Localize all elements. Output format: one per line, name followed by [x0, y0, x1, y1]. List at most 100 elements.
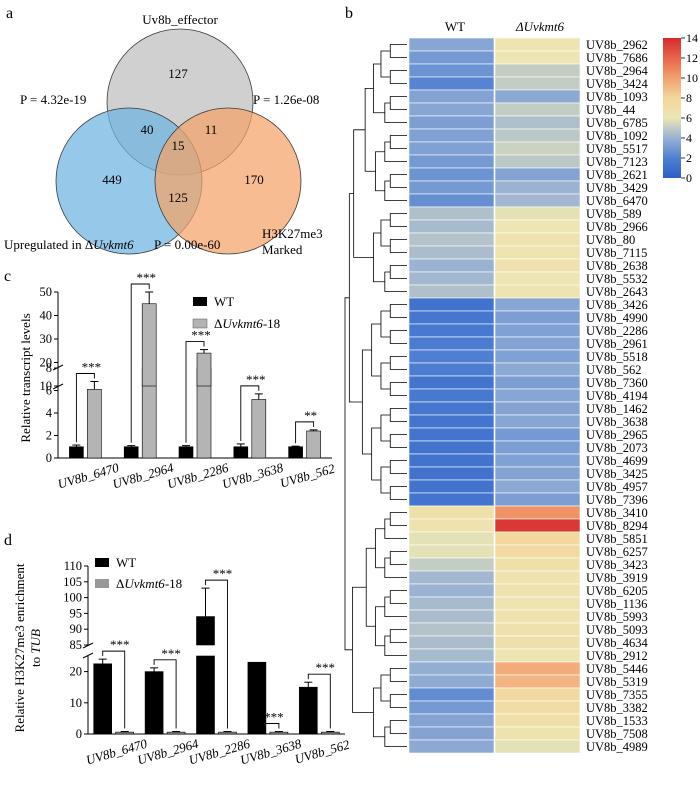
- legend-d-label-mutant: ΔUvkmt6-18: [116, 576, 182, 591]
- heatmap-cell-wt: [408, 622, 495, 637]
- heatmap-cell-mutant: [494, 505, 581, 520]
- chart-d-ylabel-line2: to TUB: [28, 629, 43, 667]
- dendrogram-link: [384, 180, 407, 201]
- heatmap-cell-mutant: [494, 310, 581, 325]
- heatmap-cell-mutant: [494, 323, 581, 338]
- chart-d-significance-bracket: [256, 723, 280, 731]
- heatmap-cell-wt: [408, 128, 495, 143]
- chart-c-ylabel: Relative transcript levels: [18, 313, 33, 442]
- heatmap-cell-mutant: [494, 713, 581, 728]
- chart-d-bar: [320, 731, 340, 735]
- heatmap-row-labels: UV8b_2962UV8b_7686UV8b_2964UV8b_3424UV8b…: [586, 38, 649, 754]
- chart-d-significance-label: ***: [213, 566, 233, 581]
- heatmap-cell-wt: [408, 154, 495, 169]
- chart-c-bar: [141, 303, 157, 387]
- dendrogram-link: [373, 687, 385, 738]
- heatmap-cell-mutant: [494, 531, 581, 546]
- heatmap-row-label: UV8b_2964: [586, 64, 649, 78]
- heatmap-col-label-mutant: ΔUvkmt6: [515, 19, 565, 34]
- heatmap-row-label: UV8b_80: [586, 233, 635, 247]
- heatmap-row-label: UV8b_5093: [586, 623, 648, 637]
- heatmap-cell-mutant: [494, 388, 581, 403]
- heatmap-cell-mutant: [494, 206, 581, 221]
- dendrogram-link: [389, 70, 407, 84]
- heatmap-cell-mutant: [494, 258, 581, 273]
- heatmap-cell-wt: [408, 115, 495, 130]
- heatmap-cell-wt: [408, 50, 495, 65]
- heatmap-cell-mutant: [494, 583, 581, 598]
- dendrogram-link: [389, 551, 407, 565]
- venn-pvalue-up-h3: P = 0.00e-60: [154, 237, 220, 252]
- colorbar-tick-label: 2: [686, 151, 692, 165]
- panel-b-heatmap: b WT ΔUvkmt6 UV8b_2962UV8b_7686UV8b_2964…: [344, 5, 698, 754]
- dendrogram-link: [371, 323, 381, 377]
- chart-d-significance-bracket: [205, 579, 228, 729]
- heatmap-row-label: UV8b_5518: [586, 350, 648, 364]
- heatmap-cell-wt: [408, 37, 495, 52]
- heatmap-row-label: UV8b_7355: [586, 688, 648, 702]
- heatmap-cell-mutant: [494, 232, 581, 247]
- dendrogram-link: [344, 297, 353, 651]
- heatmap-row-label: UV8b_3426: [586, 298, 648, 312]
- venn-count-up-only: 449: [102, 172, 122, 187]
- heatmap-cell-mutant: [494, 635, 581, 650]
- heatmap-row-label: UV8b_7396: [586, 493, 648, 507]
- heatmap-row-label: UV8b_2073: [586, 441, 648, 455]
- dendrogram-link: [389, 382, 407, 396]
- colorbar-tick-label: 4: [686, 131, 692, 145]
- panel-label-a: a: [6, 5, 13, 22]
- heatmap-row-label: UV8b_5532: [586, 272, 648, 286]
- heatmap-row-label: UV8b_7115: [586, 246, 647, 260]
- chart-c-bar: [288, 446, 303, 459]
- dendrogram-link: [389, 720, 407, 734]
- panel-label-b: b: [345, 5, 353, 22]
- dendrogram-link: [380, 362, 391, 390]
- heatmap-cell-mutant: [494, 687, 581, 702]
- chart-d-significance-label: ***: [264, 710, 284, 725]
- chart-d-significance-label: ***: [161, 646, 181, 661]
- heatmap-cell-mutant: [494, 284, 581, 299]
- heatmap-col-label-wt: WT: [445, 19, 465, 34]
- dendrogram-link: [389, 590, 407, 604]
- heatmap-cell-wt: [408, 466, 495, 481]
- heatmap-row-label: UV8b_3424: [586, 77, 649, 91]
- heatmap-cell-mutant: [494, 622, 581, 637]
- heatmap-cell-wt: [408, 245, 495, 260]
- heatmap-cell-mutant: [494, 271, 581, 286]
- heatmap-row-label: UV8b_3919: [586, 571, 648, 585]
- heatmap-cell-mutant: [494, 37, 581, 52]
- heatmap-cell-mutant: [494, 661, 581, 676]
- venn-count-all: 15: [172, 138, 185, 153]
- dendrogram-link: [380, 219, 391, 247]
- chart-c-significance-label: ***: [246, 372, 266, 387]
- heatmap-row-label: UV8b_1136: [586, 597, 647, 611]
- heatmap-cell-wt: [408, 609, 495, 624]
- venn-label-h3k27me3-line1: H3K27me3: [262, 226, 323, 241]
- heatmap-cell-wt: [408, 284, 495, 299]
- heatmap-row-label: UV8b_3423: [586, 558, 648, 572]
- heatmap-cell-mutant: [494, 154, 581, 169]
- panel-label-d: d: [4, 532, 12, 549]
- chart-d-category-label: UV8b_562: [293, 737, 352, 767]
- dendrogram-link: [361, 349, 372, 455]
- heatmap-row-label: UV8b_5993: [586, 610, 648, 624]
- heatmap-cell-mutant: [494, 557, 581, 572]
- chart-d-y-tick-label: 95: [70, 606, 83, 620]
- heatmap-cell-wt: [408, 102, 495, 117]
- heatmap-cell-mutant: [494, 245, 581, 260]
- heatmap-cell-mutant: [494, 375, 581, 390]
- colorbar-tick-label: 0: [686, 171, 692, 185]
- dendrogram-link: [384, 141, 407, 162]
- heatmap-cell-mutant: [494, 544, 581, 559]
- chart-d-significance-label: ***: [316, 660, 336, 675]
- heatmap-cell-wt: [408, 388, 495, 403]
- venn-count-h3-only: 170: [244, 172, 264, 187]
- heatmap-row-label: UV8b_5517: [586, 142, 648, 156]
- dendrogram-link: [375, 151, 385, 192]
- chart-c-plot: 0 2 4 6 8 10 20 30 40 50 *** UV8b_6470 *** UV8b_2964 *…: [40, 270, 337, 492]
- heatmap-cell-wt: [408, 713, 495, 728]
- heatmap-cell-mutant: [494, 440, 581, 455]
- heatmap-cell-wt: [408, 89, 495, 104]
- heatmap-cell-mutant: [494, 349, 581, 364]
